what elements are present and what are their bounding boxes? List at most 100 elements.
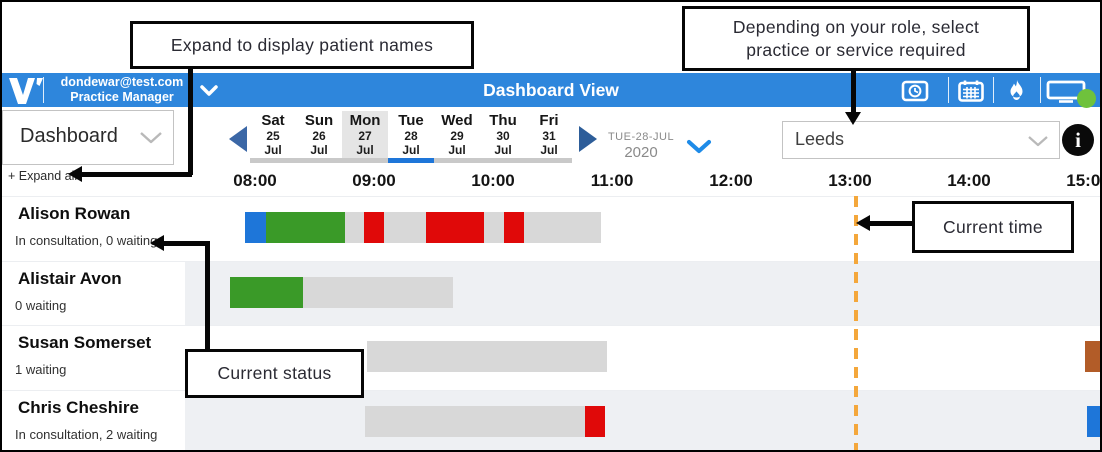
day-tab-tue[interactable]: Tue 28 Jul [388, 111, 434, 163]
appointment-bar[interactable] [1085, 341, 1102, 372]
day-name: Wed [441, 112, 473, 129]
selected-day-underline [388, 158, 434, 163]
current-status-callout-text: Current status [217, 363, 332, 384]
day-date: 30 [496, 129, 510, 143]
appointment-bar[interactable] [484, 212, 504, 243]
practitioner-row[interactable]: Susan Somerset 1 waiting [0, 325, 1102, 390]
appointment-bar[interactable] [1087, 405, 1102, 437]
day-tab-mon[interactable]: Mon 27 Jul [342, 111, 388, 163]
current-time-line [854, 196, 858, 450]
practitioner-status: 1 waiting [15, 362, 67, 377]
day-date: 26 [312, 129, 326, 143]
info-icon[interactable]: i [1062, 124, 1094, 156]
day-month: Jul [540, 143, 558, 157]
vision-logo-icon [9, 78, 43, 104]
day-month: Jul [310, 143, 328, 157]
day-month: Jul [402, 143, 420, 157]
appointment-bar[interactable] [524, 212, 601, 243]
header-divider [993, 77, 994, 103]
day-tab-wed[interactable]: Wed 29 Jul [434, 111, 480, 163]
day-tab-sat[interactable]: Sat 25 Jul [250, 111, 296, 163]
appointment-bar[interactable] [585, 405, 605, 437]
appointment-bar[interactable] [266, 212, 345, 243]
hour-label: 08:00 [233, 171, 277, 190]
appointment-bar[interactable] [303, 276, 453, 308]
practitioner-name[interactable]: Alison Rowan [18, 204, 131, 223]
practitioner-name[interactable]: Alistair Avon [18, 268, 122, 288]
hour-label: 13:00 [828, 171, 872, 190]
row-background [185, 390, 1102, 452]
day-date: 27 [358, 129, 372, 143]
callout-connector [188, 61, 193, 175]
expand-callout-text: Expand to display patient names [170, 34, 434, 55]
day-strip: Sat 25 Jul Sun 26 Jul Mon 27 Jul Tue 28 Jul Wed 29 Jul… [250, 111, 572, 163]
account-role: Practice Manager [70, 90, 174, 104]
account-chevron-down-icon[interactable] [200, 85, 218, 97]
calendar-icon[interactable] [958, 80, 984, 102]
expand-all-button[interactable]: + Expand all [8, 169, 78, 183]
appointment-bar[interactable] [364, 212, 384, 243]
day-month: Jul [448, 143, 466, 157]
appointment-bar[interactable] [367, 341, 607, 372]
appointment-bar[interactable] [504, 212, 524, 243]
practitioner-row[interactable]: Alison Rowan In consultation, 0 waiting [0, 196, 1102, 261]
practitioner-status: In consultation, 0 waiting [15, 233, 158, 248]
account-info: dondewar@test.com Practice Manager [46, 75, 198, 105]
practice-select-dropdown[interactable]: Leeds [782, 121, 1060, 159]
day-month: Jul [264, 143, 282, 157]
current-status-callout-box: Current status [185, 349, 364, 398]
practitioner-status: 0 waiting [15, 297, 67, 313]
practitioner-rows: Alison Rowan In consultation, 0 waiting Al… [0, 196, 1102, 452]
callout-connector [851, 63, 856, 113]
appointment-bar[interactable] [365, 405, 585, 437]
next-week-arrow[interactable] [579, 126, 597, 152]
arrowhead-left-icon [856, 215, 870, 231]
appointment-bar[interactable] [230, 276, 303, 308]
arrowhead-left-icon [68, 166, 82, 182]
day-name: Tue [398, 112, 424, 129]
flame-icon[interactable] [1008, 80, 1025, 102]
selected-date-label: TUE-28-JUL 2020 [598, 131, 684, 161]
day-month: Jul [494, 143, 512, 157]
day-tab-fri[interactable]: Fri 31 Jul [526, 111, 572, 163]
hour-label: 11:00 [590, 171, 634, 190]
appointments-clock-icon[interactable] [901, 80, 929, 102]
callout-connector [205, 245, 210, 349]
appointment-bar[interactable] [384, 212, 426, 243]
chevron-down-icon [1028, 136, 1048, 147]
page-title: Dashboard View [483, 80, 619, 100]
practitioner-name[interactable]: Chris Cheshire [18, 397, 139, 417]
online-status-dot [1077, 89, 1096, 108]
previous-week-arrow[interactable] [229, 126, 247, 152]
day-month: Jul [356, 143, 374, 157]
hour-label: 10:00 [471, 171, 515, 190]
view-select-dropdown[interactable]: Dashboard [2, 110, 174, 165]
day-name: Mon [349, 112, 381, 129]
appointment-bar[interactable] [426, 212, 484, 243]
header-divider [1040, 77, 1041, 103]
date-picker-chevron-icon[interactable] [686, 139, 712, 154]
appointment-bar[interactable] [345, 212, 364, 243]
day-name: Thu [489, 112, 517, 129]
selected-date-year: 2020 [624, 144, 658, 161]
practitioner-row[interactable]: Chris Cheshire In consultation, 2 waiting [0, 389, 1102, 452]
chevron-down-icon [140, 132, 162, 144]
account-email: dondewar@test.com [60, 75, 184, 89]
callout-connector [869, 221, 912, 226]
arrowhead-down-icon [845, 112, 861, 125]
practitioner-name[interactable]: Susan Somerset [18, 333, 152, 352]
view-select-value: Dashboard [20, 125, 118, 147]
day-name: Sun [304, 112, 334, 129]
role-callout-text: Depending on your role, select practice … [732, 16, 980, 60]
appointment-bar[interactable] [245, 212, 266, 243]
top-header-bar [2, 73, 1100, 107]
day-date: 31 [542, 129, 556, 143]
practitioner-row[interactable]: Alistair Avon 0 waiting [0, 260, 1102, 325]
practitioner-status: In consultation, 2 waiting [15, 426, 158, 442]
callout-connector [82, 172, 192, 177]
day-date: 25 [266, 129, 280, 143]
header-divider [948, 77, 949, 103]
day-tab-thu[interactable]: Thu 30 Jul [480, 111, 526, 163]
day-tab-sun[interactable]: Sun 26 Jul [296, 111, 342, 163]
selected-date-text: TUE-28-JUL [607, 131, 675, 143]
